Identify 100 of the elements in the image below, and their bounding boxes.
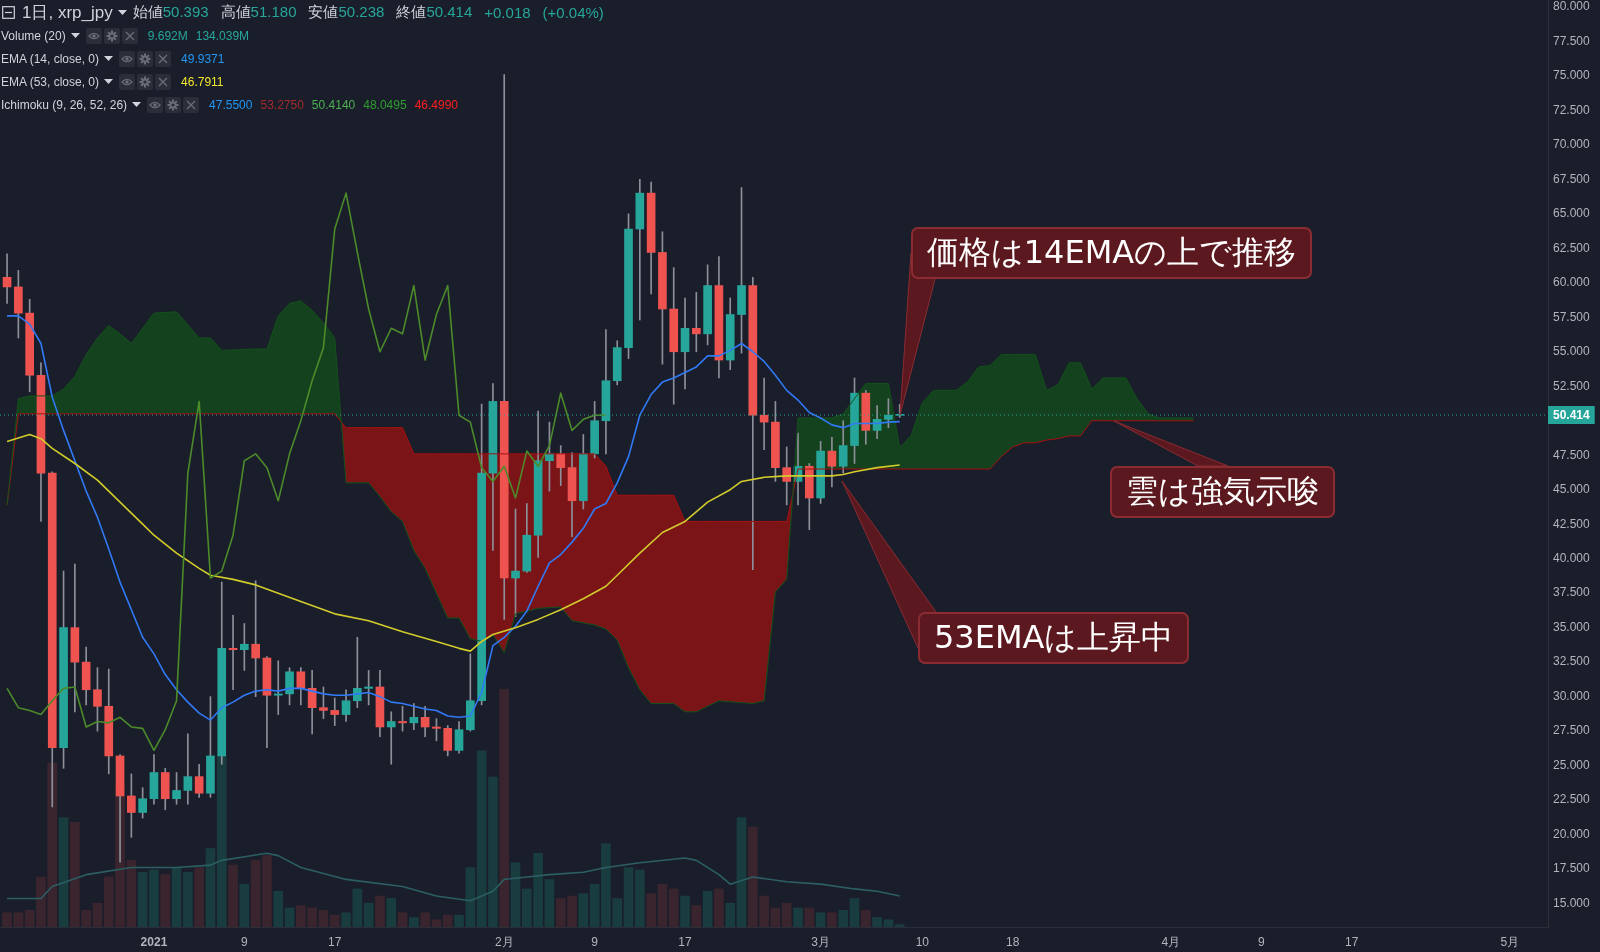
candlestick [2, 253, 12, 304]
bar [239, 883, 250, 927]
bar [872, 917, 882, 927]
bar [420, 912, 430, 927]
bar [544, 879, 555, 927]
bar [442, 914, 453, 927]
bar [205, 848, 216, 927]
y-tick-label: 40.000 [1553, 551, 1591, 565]
bar [375, 895, 385, 927]
y-tick-label: 67.500 [1553, 171, 1591, 186]
y-tick-label: 35.000 [1553, 619, 1591, 634]
bar [273, 890, 284, 927]
y-tick-label: 32.500 [1553, 654, 1591, 669]
x-tick-label: 9 [591, 934, 599, 949]
bar [714, 888, 724, 927]
bar [137, 871, 148, 927]
bar [476, 750, 487, 927]
bar [702, 890, 713, 927]
text: EMA (14, close, 0) 49.9371 [1, 51, 225, 66]
bar [657, 883, 668, 927]
y-tick-label: 77.500 [1553, 33, 1591, 48]
y-tick-label: 62.500 [1553, 240, 1591, 255]
x-tick-label: 3月 [811, 934, 830, 949]
bar [488, 776, 498, 927]
bar [770, 907, 781, 927]
candlestick [183, 733, 193, 805]
y-tick-label: 65.000 [1553, 206, 1591, 221]
annotation: 価格は14EMAの上で推移 [910, 227, 1313, 280]
y-tick-label: 45.000 [1553, 482, 1591, 497]
bar [668, 888, 679, 927]
bar [465, 867, 476, 927]
x-tick-label: 9 [1257, 934, 1265, 949]
bar [228, 864, 238, 927]
bar [736, 817, 747, 927]
y-tick-label: 70.000 [1553, 137, 1591, 152]
bar [171, 867, 182, 927]
x-tick-label: 18 [1006, 934, 1020, 949]
bar [499, 689, 510, 927]
bar [510, 862, 521, 927]
x-tick-label: 5月 [1500, 934, 1520, 949]
bar [92, 902, 103, 927]
bar [386, 898, 397, 927]
bar [827, 912, 837, 927]
bar [578, 893, 589, 927]
bar [329, 914, 340, 927]
bar [589, 883, 600, 927]
bar [262, 855, 272, 927]
chart-title: 1日, xrp_jpy [22, 1, 113, 24]
bar [149, 869, 159, 927]
bar [454, 914, 464, 927]
y-tick-label: 55.000 [1553, 344, 1591, 359]
text: 始値50.393 高値51.180 安値50.238 終値50.414 +0.018 (+0.04%) [132, 2, 604, 21]
x-tick-label: 17 [678, 934, 693, 949]
bar [352, 888, 363, 927]
x-tick-label: 10 [915, 934, 930, 949]
y-tick-label: 15.000 [1553, 895, 1591, 910]
bar [194, 867, 204, 927]
bar [815, 912, 826, 927]
y-tick-label: 17.500 [1553, 861, 1591, 876]
bar [183, 871, 193, 927]
y-tick-label: 80.000 [1553, 0, 1591, 14]
bar [781, 902, 792, 927]
bar [860, 910, 871, 927]
y-tick-label: 22.500 [1553, 792, 1591, 807]
bar [13, 912, 24, 927]
x-tick-label: 2021 [140, 934, 168, 949]
x-tick-label: 9 [241, 934, 248, 949]
y-tick-label: 72.500 [1553, 102, 1591, 117]
y-tick-label: 52.500 [1553, 378, 1591, 393]
bar [126, 860, 137, 927]
text: Ichimoku (9, 26, 52, 26) 47.5500 53.2750 50.4140 48.0495 46.4990 [1, 97, 459, 112]
bar [250, 860, 261, 927]
bar [363, 902, 374, 927]
bar [623, 867, 634, 927]
text: Volume (20) 9.692M 134.039M [1, 28, 250, 43]
x-tick-label: 17 [328, 934, 342, 949]
annotation: 雲は強気示唆 [1110, 465, 1336, 518]
x-tick-label: 4月 [1161, 934, 1181, 949]
bar [318, 910, 329, 927]
bar [24, 910, 35, 927]
bar [397, 912, 408, 927]
bar [680, 895, 690, 927]
y-tick-label: 60.000 [1553, 275, 1591, 290]
bar [793, 907, 803, 927]
bar [646, 893, 656, 927]
y-tick-label: 47.500 [1553, 447, 1591, 462]
bar [838, 910, 849, 927]
annotation: 53EMAは上昇中 [918, 612, 1190, 664]
y-tick-label: 57.500 [1553, 309, 1591, 324]
bar [634, 869, 645, 927]
y-tick-label: 42.500 [1553, 516, 1591, 531]
ref-line-label: 50.414 [1553, 407, 1591, 422]
bar [2, 912, 12, 927]
y-tick-label: 75.000 [1553, 68, 1591, 83]
bar [409, 917, 419, 927]
bar [284, 907, 295, 927]
candlestick [691, 292, 701, 353]
bar [691, 905, 702, 927]
y-tick-label: 27.500 [1553, 723, 1591, 738]
text: EMA (53, close, 0) 46.7911 [1, 74, 224, 89]
